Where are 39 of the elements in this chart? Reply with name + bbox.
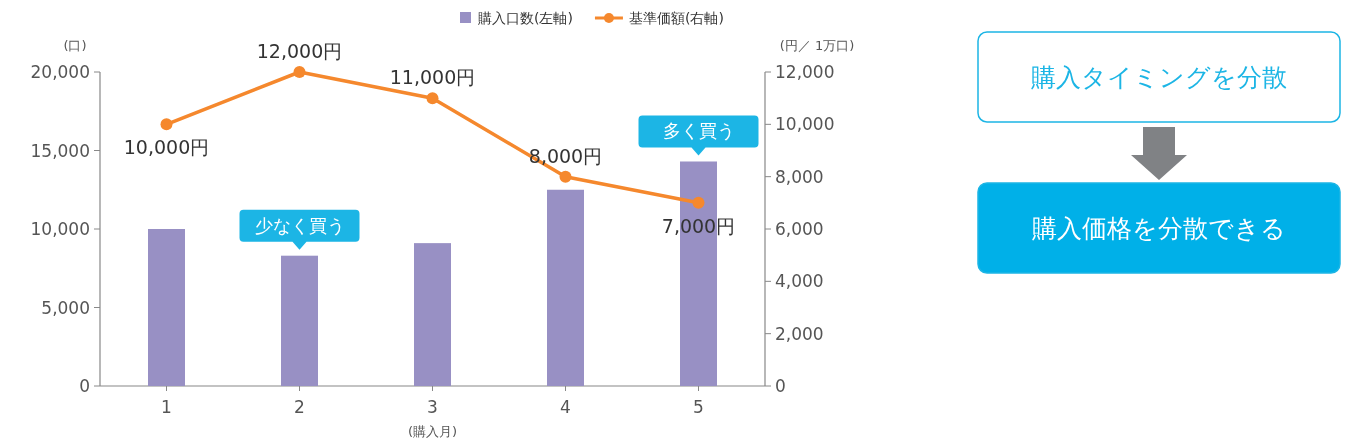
data-label: 10,000円 bbox=[123, 136, 210, 159]
y2-axis-title: (円／ 1万口) bbox=[779, 38, 855, 53]
y2-tick-label: 8,000 bbox=[775, 166, 824, 187]
legend-label: 購入口数(左軸) bbox=[478, 10, 573, 26]
point bbox=[293, 66, 306, 78]
data-label: 8,000円 bbox=[528, 144, 603, 167]
annotation: 少なく買う bbox=[254, 214, 345, 236]
y-tick-label: 5,000 bbox=[41, 297, 90, 318]
y-tick-label: 0 bbox=[79, 376, 90, 396]
y2-tick-label: 4,000 bbox=[775, 271, 824, 292]
y-tick-label: 20,000 bbox=[30, 62, 90, 82]
y-axis-title: (口) bbox=[63, 38, 87, 53]
x-tick-label: 1 bbox=[161, 397, 172, 417]
x-tick-label: 3 bbox=[427, 397, 438, 417]
x-axis-title: (購入月) bbox=[407, 424, 458, 439]
y2-tick-label: 6,000 bbox=[775, 219, 824, 239]
annotation: 多く買う bbox=[662, 120, 735, 142]
point bbox=[692, 196, 705, 209]
point bbox=[426, 92, 439, 105]
text: 購入タイミングを分散 bbox=[1031, 63, 1287, 92]
legend-label: 基準価額(右軸) bbox=[628, 10, 724, 26]
x-tick-label: 4 bbox=[560, 397, 571, 417]
text: 購入価格を分散できる bbox=[1032, 214, 1286, 243]
y2-tick-label: 2,000 bbox=[775, 323, 824, 344]
x-tick-label: 2 bbox=[294, 397, 305, 417]
y-tick-label: 10,000 bbox=[30, 219, 90, 239]
data-label: 11,000円 bbox=[389, 66, 476, 89]
bar bbox=[148, 229, 185, 386]
bar bbox=[281, 255, 318, 386]
bar bbox=[414, 243, 451, 386]
x-tick-label: 5 bbox=[693, 397, 704, 417]
bar bbox=[547, 189, 584, 386]
y2-tick-label: 12,000 bbox=[775, 62, 835, 82]
y2-tick-label: 10,000 bbox=[775, 114, 835, 135]
y2-tick-label: 0 bbox=[775, 376, 786, 396]
y-tick-label: 15,000 bbox=[30, 140, 90, 161]
point bbox=[559, 170, 572, 183]
data-label: 12,000円 bbox=[256, 40, 343, 62]
point bbox=[160, 118, 173, 131]
